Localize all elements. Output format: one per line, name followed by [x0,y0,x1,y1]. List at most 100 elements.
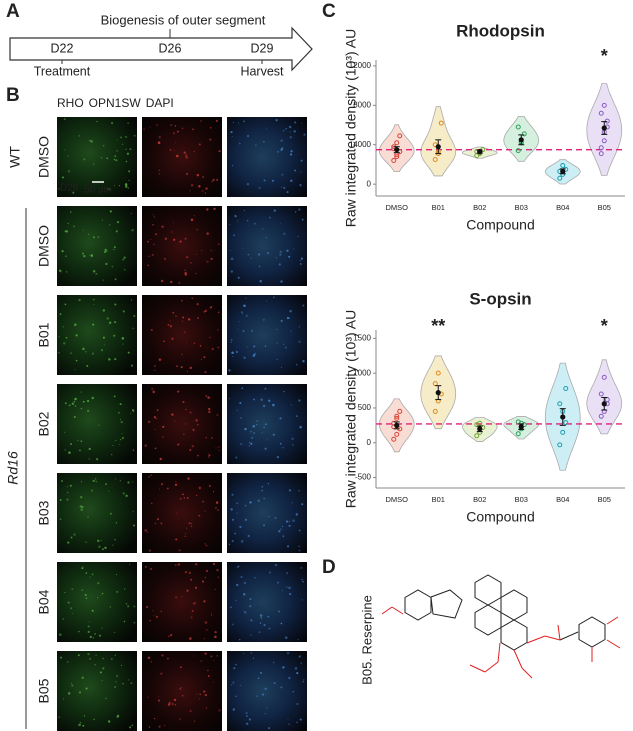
micrograph [227,473,307,553]
micrograph [227,562,307,642]
row-label: B05 [36,678,52,703]
micrograph-speckle [106,250,108,252]
micrograph-speckle [206,629,208,631]
micrograph-speckle [148,476,150,478]
micrograph-speckle [245,711,248,715]
micrograph-speckle [284,636,288,639]
micrograph-speckle [273,682,276,685]
micrograph-speckle [244,518,247,521]
micrograph-speckle [63,118,66,121]
micrograph-speckle [64,230,67,233]
micrograph-speckle [160,672,163,675]
micrograph-speckle [132,327,135,330]
data-point [598,151,604,157]
micrograph-speckle [67,222,70,225]
micrograph-speckle [230,684,233,686]
micrograph-speckle [211,347,214,351]
micrograph-speckle [228,543,231,546]
micrograph-speckle [148,549,151,552]
micrograph-speckle [82,347,85,351]
row-label: B02 [36,411,52,436]
micrograph-speckle [101,592,104,595]
micrograph-speckle [205,569,209,573]
micrograph-speckle [152,610,154,612]
micrograph-speckle [240,684,242,686]
micrograph-speckle [64,303,67,306]
micrograph-speckle [233,667,236,670]
micrograph-speckle [160,279,164,283]
data-point [521,131,527,137]
micrograph-speckle [85,597,88,600]
y-tick-label: 500 [358,403,372,412]
micrograph-speckle [191,610,194,612]
micrograph-speckle [153,416,156,419]
micrograph-speckle [235,664,237,666]
micrograph-speckle [122,258,125,261]
bond [469,664,486,673]
x-axis-label: Compound [466,217,535,233]
micrograph-speckle [59,313,62,316]
micrograph-speckle [112,544,114,546]
micrograph-speckle [175,564,177,566]
micrograph-speckle [157,518,159,521]
micrograph-speckle [286,572,288,574]
micrograph-speckle [276,342,278,344]
micrograph-speckle [252,425,256,428]
micrograph-speckle [108,358,111,361]
micrograph-speckle [212,562,216,566]
micrograph-speckle [204,192,207,194]
micrograph-speckle [274,516,277,519]
micrograph-speckle [247,346,249,348]
micrograph-speckle [280,622,283,625]
micrograph-speckle [193,342,196,345]
micrograph-speckle [186,172,189,175]
micrograph-speckle [158,169,161,171]
micrograph-speckle [205,436,208,439]
micrograph [142,295,222,375]
micrograph-speckle [184,272,187,275]
micrograph-speckle [275,257,277,259]
micrograph-speckle [121,436,124,440]
micrograph [227,295,307,375]
micrograph-speckle [82,229,84,231]
micrograph-speckle [154,428,156,431]
micrograph-speckle [88,447,91,451]
data-point [601,138,607,144]
micrograph-speckle [152,390,155,394]
data-point [394,154,400,160]
micrograph-speckle [253,222,256,225]
micrograph-speckle [188,571,192,575]
micrograph-speckle [114,278,117,281]
micrograph-speckle [291,437,294,441]
micrograph-speckle [100,539,102,542]
micrograph-speckle [122,143,124,145]
micrograph-speckle [204,693,208,697]
channel-label: DAPI [146,96,174,110]
micrograph-speckle [198,514,201,517]
micrograph-speckle [295,513,298,516]
micrograph-speckle [160,522,163,525]
x-tick-label: DMSO [386,203,409,212]
micrograph-speckle [115,159,118,162]
micrograph-speckle [261,489,263,492]
micrograph-speckle [235,695,237,698]
micrograph-speckle [242,330,245,333]
micrograph-speckle [210,249,212,252]
micrograph-speckle [214,635,217,639]
mean-point [601,401,607,407]
micrograph-speckle [132,510,134,513]
micrograph-speckle [98,545,101,549]
micrograph-speckle [213,681,215,683]
micrograph-speckle [240,575,243,579]
micrograph-speckle [238,321,240,323]
micrograph-speckle [199,693,202,696]
micrograph-speckle [99,671,102,674]
micrograph-speckle [105,483,107,486]
x-tick-label: B04 [556,203,569,212]
micrograph-speckle [89,576,91,578]
micrograph-speckle [73,400,76,403]
micrograph-speckle [196,302,199,306]
micrograph-speckle [233,234,235,237]
micrograph-speckle [181,353,183,355]
micrograph-speckle [243,356,246,359]
